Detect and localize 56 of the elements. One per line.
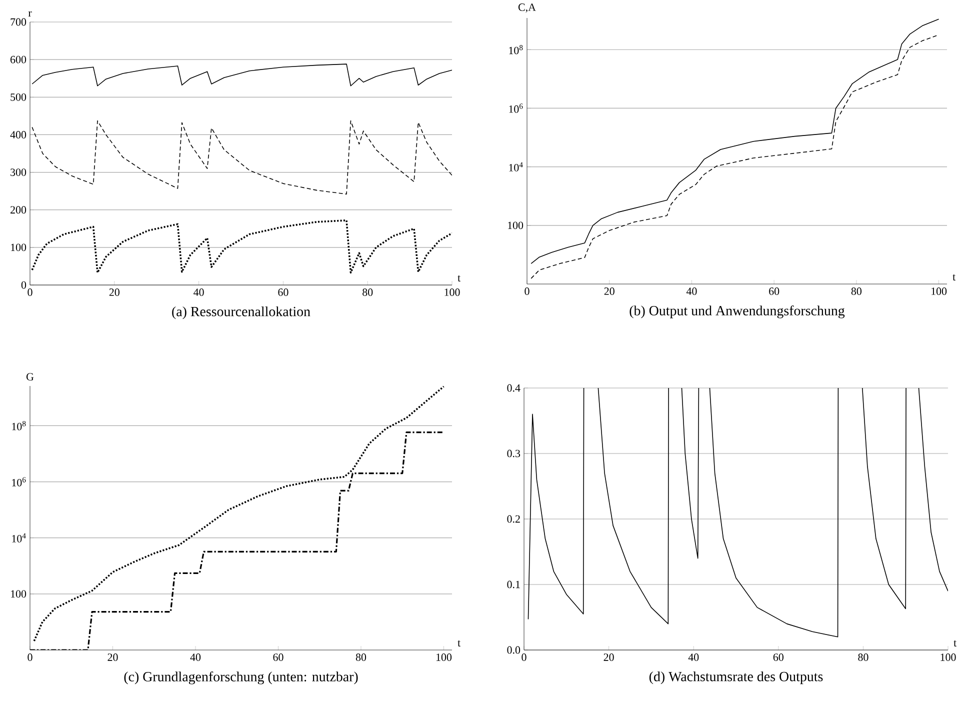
y-tick-label: 10$^{6}$ bbox=[509, 104, 523, 113]
y-tick-label: 300 bbox=[10, 168, 26, 176]
x-tick-label: 40 bbox=[686, 288, 697, 295]
x-tick-label: 100 bbox=[932, 288, 947, 295]
x-tick-label: 60 bbox=[278, 288, 288, 296]
y-axis-title: r bbox=[28, 11, 32, 16]
y-tick-label: 0.0 bbox=[507, 646, 520, 654]
line-series bbox=[33, 386, 445, 642]
x-tick-label: 80 bbox=[851, 288, 862, 295]
y-tick-label: 10$^{8}$ bbox=[509, 45, 523, 54]
text: (d) Wachstumsrate des Outputs bbox=[649, 671, 823, 684]
y-tick-label: 200 bbox=[10, 206, 26, 214]
y-tick-label: 100 bbox=[11, 590, 26, 598]
y-tick-label: 400 bbox=[10, 131, 26, 138]
x-tick-label: 40 bbox=[190, 654, 201, 661]
x-tick-label: 60 bbox=[769, 288, 780, 295]
x-tick-label: 80 bbox=[858, 654, 868, 661]
x-tick-label: 0 bbox=[28, 654, 32, 661]
y-axis-title: C,A bbox=[518, 4, 536, 12]
y-tick-label: 100 bbox=[508, 222, 524, 230]
x-tick-label: 40 bbox=[194, 288, 204, 296]
x-tick-label: 40 bbox=[688, 654, 699, 661]
x-tick-label: 100 bbox=[444, 288, 460, 296]
y-tick-label: 0 bbox=[21, 281, 26, 289]
x-tick-label: 20 bbox=[604, 654, 614, 661]
x-axis-title: t bbox=[954, 640, 957, 646]
x-tick-label: 100 bbox=[940, 654, 956, 661]
y-tick-label: 0.3 bbox=[507, 450, 520, 458]
x-axis-title: t bbox=[458, 640, 460, 646]
x-tick-label: 100 bbox=[436, 654, 452, 661]
x-tick-label: 20 bbox=[604, 288, 614, 295]
x-axis-title: t bbox=[458, 275, 460, 282]
x-tick-label: 80 bbox=[356, 654, 366, 661]
y-tick-label: 0.2 bbox=[507, 515, 520, 523]
y-tick-label: 10$^{4}$ bbox=[12, 533, 26, 542]
x-tick-label: 80 bbox=[362, 288, 373, 296]
x-tick-label: 20 bbox=[108, 654, 118, 661]
x-axis-title: t bbox=[952, 274, 956, 280]
y-tick-label: 10$^{8}$ bbox=[12, 421, 26, 430]
y-tick-label: 700 bbox=[10, 18, 26, 26]
y-tick-label: 0.4 bbox=[507, 384, 520, 392]
x-tick-label: 60 bbox=[773, 654, 784, 661]
text: (b) Output und Anwendungsforschung bbox=[630, 305, 845, 318]
y-tick-label: 100 bbox=[11, 244, 26, 252]
y-tick-label: 0.1 bbox=[507, 580, 520, 588]
y-tick-label: 500 bbox=[10, 93, 26, 101]
x-tick-label: 20 bbox=[109, 288, 120, 296]
y-tick-label: 10$^{4}$ bbox=[509, 162, 523, 172]
text: (a) Ressourcenallokation bbox=[172, 306, 310, 320]
text: (c) Grundlagenforschung (unten: nutzbar) bbox=[124, 671, 358, 684]
y-axis-title: G bbox=[26, 373, 34, 380]
x-tick-label: 0 bbox=[28, 288, 32, 296]
y-tick-label: 600 bbox=[10, 56, 26, 64]
x-tick-label: 0 bbox=[524, 288, 530, 295]
x-tick-label: 60 bbox=[273, 654, 284, 661]
y-tick-label: 10$^{6}$ bbox=[12, 477, 26, 486]
